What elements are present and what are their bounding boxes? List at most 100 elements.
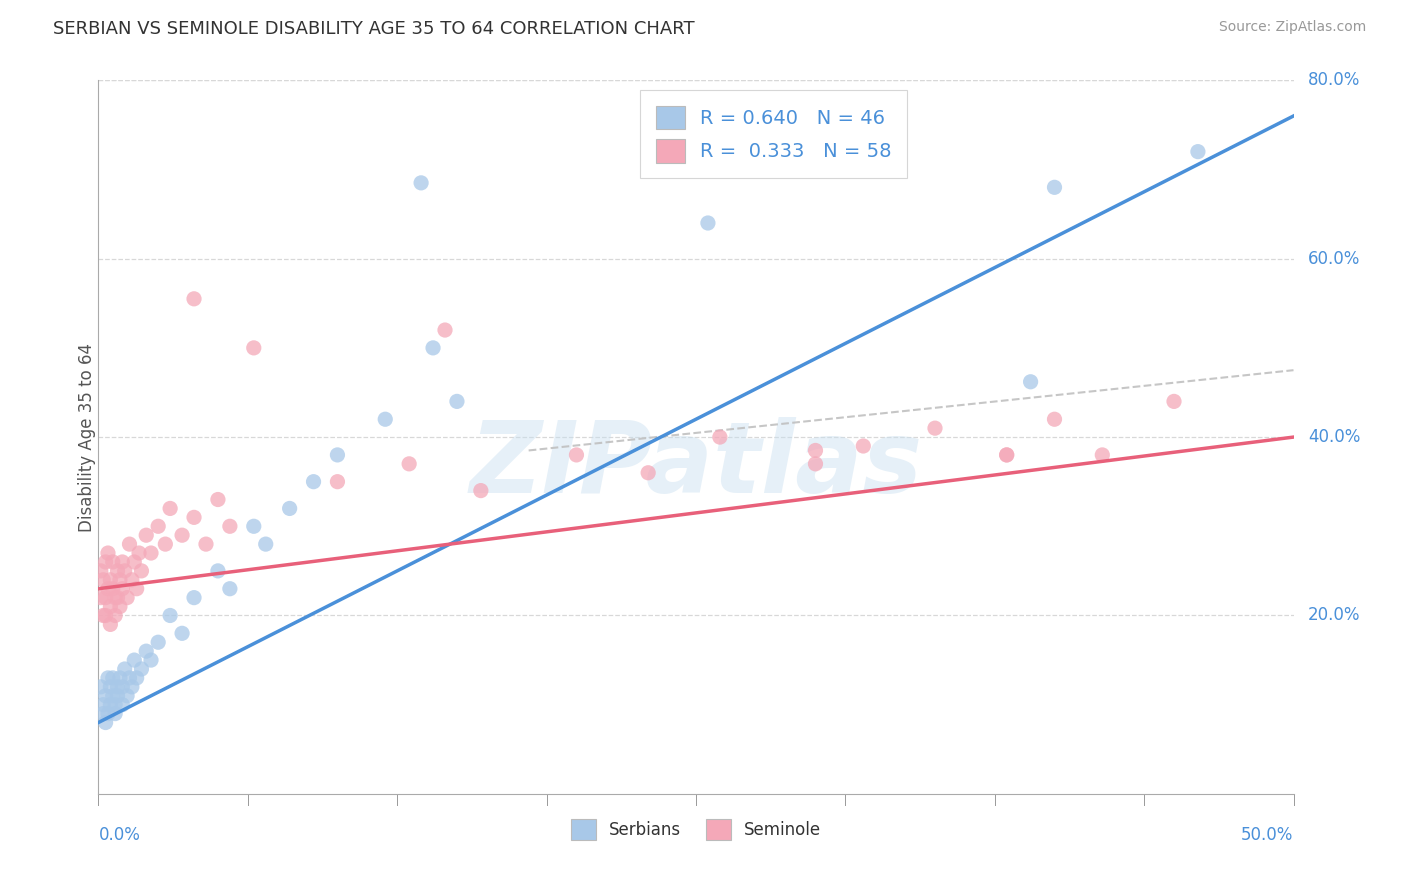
Point (278, 501, 301, 516)
Point (101, 582, 124, 596)
Point (374, 412, 396, 426)
Point (115, 591, 138, 605)
Point (98, 599, 122, 614)
Point (434, 323, 457, 337)
Point (995, 448, 1018, 462)
Point (107, 689, 129, 703)
Point (124, 555, 146, 569)
Point (411, 176, 433, 190)
Point (97, 706, 120, 721)
Point (139, 653, 162, 667)
Point (709, 430, 731, 444)
Point (107, 680, 129, 694)
Point (114, 662, 136, 676)
Point (804, 457, 827, 471)
Text: 60.0%: 60.0% (1308, 250, 1360, 268)
Point (121, 573, 143, 587)
Text: 50.0%: 50.0% (1241, 826, 1294, 844)
Point (101, 555, 124, 569)
Point (1163, 394, 1185, 409)
Point (1043, 180, 1066, 194)
Point (98, 698, 122, 712)
Point (207, 564, 229, 578)
Point (155, 537, 177, 551)
Text: Source: ZipAtlas.com: Source: ZipAtlas.com (1219, 20, 1367, 34)
Point (470, 483, 492, 498)
Point (446, 394, 468, 409)
Text: SERBIAN VS SEMINOLE DISABILITY AGE 35 TO 64 CORRELATION CHART: SERBIAN VS SEMINOLE DISABILITY AGE 35 TO… (53, 20, 695, 37)
Point (94, 689, 117, 703)
Point (139, 546, 162, 560)
Point (124, 653, 146, 667)
Point (108, 599, 131, 614)
Point (114, 564, 136, 578)
Point (326, 475, 349, 489)
Point (90, 564, 112, 578)
Point (97, 671, 120, 685)
Point (1043, 412, 1066, 426)
Text: 0.0%: 0.0% (98, 826, 141, 844)
Point (104, 698, 127, 712)
Point (91, 608, 114, 623)
Point (91, 698, 114, 712)
Point (207, 492, 229, 507)
Point (219, 519, 242, 533)
Point (565, 448, 588, 462)
Point (108, 573, 131, 587)
Point (91, 573, 114, 587)
Point (148, 635, 170, 649)
Text: 40.0%: 40.0% (1308, 428, 1360, 446)
Point (135, 644, 157, 658)
Text: 20.0%: 20.0% (1308, 607, 1361, 624)
Point (121, 680, 143, 694)
Point (1187, 145, 1209, 159)
Point (302, 475, 325, 489)
Point (94, 715, 117, 730)
Point (98, 617, 122, 632)
Point (98, 680, 122, 694)
Point (172, 528, 194, 542)
Text: ZIPatlas: ZIPatlas (470, 417, 922, 514)
Point (108, 671, 131, 685)
Point (101, 671, 124, 685)
Point (924, 421, 946, 435)
Point (183, 510, 205, 524)
Point (131, 662, 153, 676)
Point (101, 689, 124, 703)
Point (94, 591, 117, 605)
Legend: Serbians, Seminole: Serbians, Seminole (564, 813, 828, 847)
Point (90, 591, 112, 605)
Point (243, 341, 266, 355)
Point (107, 591, 129, 605)
Text: 80.0%: 80.0% (1308, 71, 1360, 89)
Point (118, 537, 141, 551)
Point (254, 537, 277, 551)
Point (128, 546, 150, 560)
Point (111, 582, 134, 596)
Point (852, 439, 875, 453)
Point (326, 448, 349, 462)
Point (183, 292, 205, 306)
Point (995, 448, 1018, 462)
Point (398, 457, 420, 471)
Point (104, 706, 127, 721)
Point (90, 680, 112, 694)
Point (91, 706, 114, 721)
Point (94, 555, 117, 569)
Point (148, 519, 170, 533)
Point (118, 671, 141, 685)
Point (637, 466, 659, 480)
Point (804, 443, 827, 458)
Point (1019, 375, 1042, 389)
Point (115, 689, 138, 703)
Point (219, 582, 242, 596)
Point (422, 341, 444, 355)
Point (131, 564, 153, 578)
Point (125, 582, 148, 596)
Point (135, 528, 157, 542)
Point (697, 216, 720, 230)
Point (183, 591, 205, 605)
Point (98, 573, 122, 587)
Point (125, 671, 148, 685)
Point (97, 546, 120, 560)
